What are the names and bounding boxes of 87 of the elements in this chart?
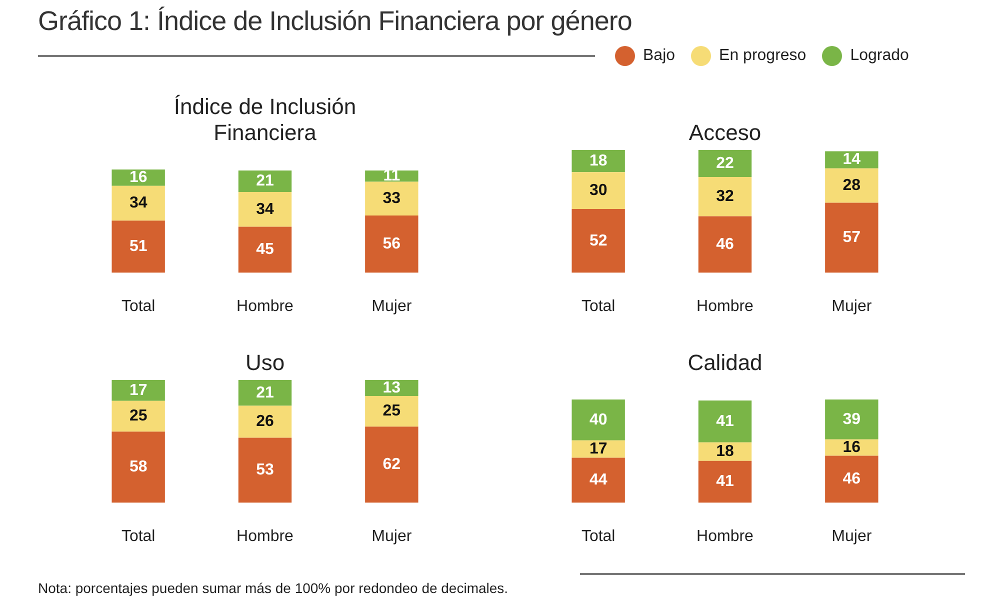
data-label: 33 [382,190,401,208]
bar [572,172,625,209]
x-tick-label: Total [581,298,616,315]
data-label: 32 [716,188,734,206]
bar [365,215,418,273]
data-label: 25 [129,408,148,425]
data-label: 13 [382,379,401,396]
bar [112,186,165,221]
data-label: 34 [256,200,274,218]
bar [825,168,878,203]
bar [825,202,878,273]
chart-title: Índice de Inclusión Financiera [172,94,358,146]
chart-title: Calidad [688,350,762,376]
bar [572,458,625,503]
bar [825,399,878,440]
x-tick-label: Total [581,528,616,545]
bar [698,177,752,216]
bar [825,456,878,503]
data-label: 18 [589,152,608,170]
x-tick-label: Total [121,528,156,545]
data-label: 51 [129,238,148,256]
data-label: 39 [842,410,861,428]
data-label: 16 [842,438,861,456]
data-label: 14 [842,151,861,168]
x-tick-label: Mujer [372,528,412,545]
bar [572,208,625,273]
bar [365,426,418,503]
data-label: 16 [129,169,148,186]
legend-label: En progreso [719,47,806,65]
data-label: 30 [589,182,608,199]
data-label: 44 [589,472,608,489]
data-label: 40 [589,411,608,428]
data-label: 41 [716,473,734,490]
bar [698,150,752,178]
data-label: 17 [129,382,148,399]
chart-title: Acceso [688,120,762,146]
bar [698,460,752,503]
data-label: 52 [589,232,608,250]
legend-label: Bajo [643,47,676,65]
bar [698,216,752,273]
bar [238,170,292,192]
bar [365,396,418,427]
data-label: 53 [256,462,274,479]
chart-title: Uso [245,350,285,376]
x-tick-label: Total [121,298,156,315]
text: Nota: porcentajes pueden sumar más de 100% por redondeo de decimales. [38,580,508,596]
bar [698,400,752,442]
data-label: 25 [382,402,401,420]
bar [825,151,878,168]
data-label: 62 [382,456,401,474]
legend-label: Logrado [850,47,909,65]
data-label: 45 [256,241,274,258]
x-tick-label: Hombre [236,528,294,545]
data-label: 58 [129,458,148,476]
bar [238,438,292,503]
data-label: 18 [716,443,734,460]
bar [572,440,625,458]
data-label: 46 [716,236,734,253]
data-label: 34 [129,194,148,212]
data-label: 17 [589,440,608,458]
bar [112,380,165,401]
x-tick-label: Hombre [696,528,754,545]
x-tick-label: Hombre [696,298,754,315]
bar [365,182,418,216]
bar [572,150,625,172]
data-label: 21 [256,172,274,190]
bar [238,226,292,273]
bar [238,192,292,227]
bar [238,380,292,406]
bar [112,220,165,273]
data-label: 26 [256,413,274,430]
data-label: 22 [716,154,734,172]
data-label: 21 [256,384,274,402]
text: Gráfico 1: Índice de Inclusión Financiera por género [38,6,632,37]
data-label: 28 [842,177,861,194]
data-label: 41 [716,412,734,430]
data-label: 57 [842,229,861,246]
bar [112,400,165,432]
x-tick-label: Mujer [832,528,872,545]
bar [238,406,292,438]
x-tick-label: Mujer [832,298,872,315]
x-tick-label: Hombre [236,298,294,315]
x-tick-label: Mujer [372,298,412,315]
data-label: 46 [842,470,861,488]
bar [572,399,625,440]
bar [112,432,165,503]
data-label: 56 [382,236,401,253]
